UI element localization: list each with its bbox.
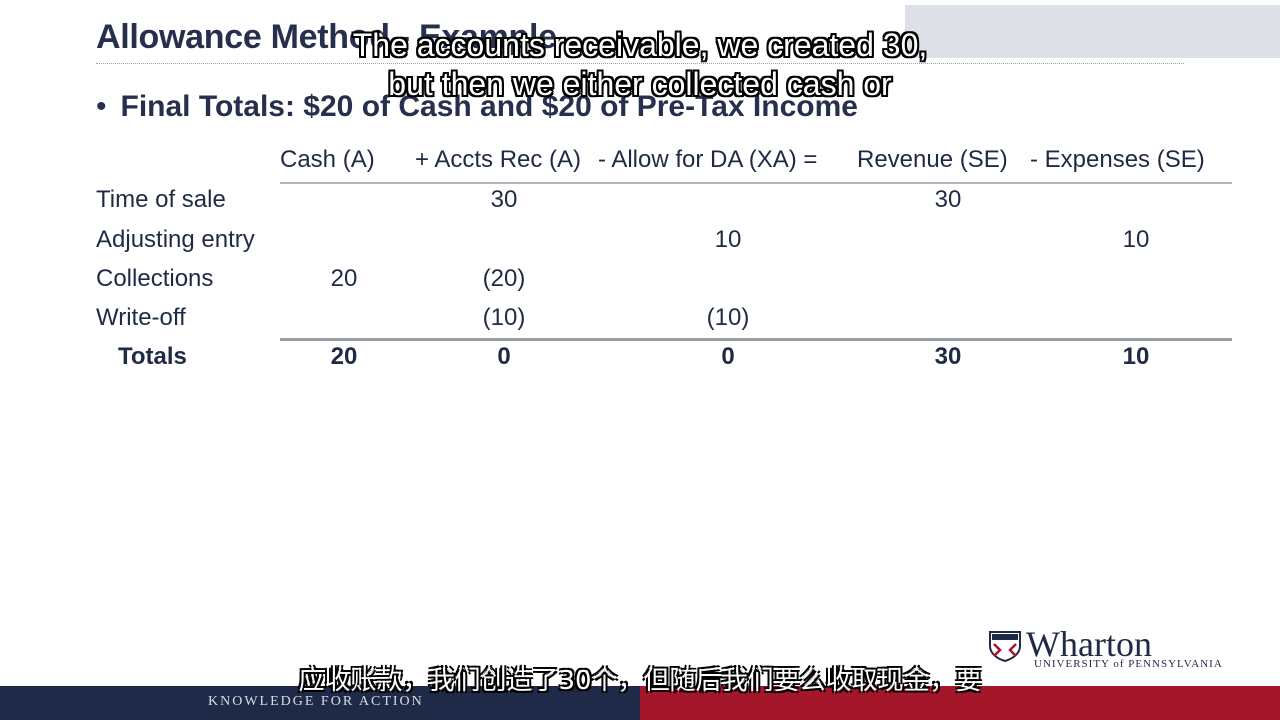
shield-icon <box>988 630 1022 662</box>
totals-divider <box>280 338 1232 341</box>
caption-chinese: 应收账款，我们创造了30个，但随后我们要么收取现金，要 <box>0 660 1280 697</box>
cell-adjusting-allowance: 10 <box>688 226 768 254</box>
header-allowance: - Allow for DA (XA) = <box>598 146 817 174</box>
row-label-collections: Collections <box>96 265 213 293</box>
cell-totals-accts-rec: 0 <box>464 343 544 371</box>
header-revenue: Revenue (SE) <box>857 146 1008 174</box>
header-expenses: - Expenses (SE) <box>1030 146 1205 174</box>
cell-write-off-allowance: (10) <box>688 304 768 332</box>
row-label-adjusting-entry: Adjusting entry <box>96 226 255 254</box>
cell-totals-allowance: 0 <box>688 343 768 371</box>
logo-wordmark: Wharton <box>1026 626 1152 662</box>
row-label-write-off: Write-off <box>96 304 186 332</box>
caption-english-line1: The accounts receivable, we created 30, <box>0 27 1280 64</box>
header-divider <box>280 182 1232 184</box>
cell-collections-cash: 20 <box>304 265 384 293</box>
cell-totals-expenses: 10 <box>1096 343 1176 371</box>
header-accts-rec: + Accts Rec (A) <box>415 146 581 174</box>
cell-time-of-sale-revenue: 30 <box>908 186 988 214</box>
row-label-time-of-sale: Time of sale <box>96 186 226 214</box>
cell-time-of-sale-accts-rec: 30 <box>464 186 544 214</box>
caption-english-line2: but then we either collected cash or <box>0 66 1280 103</box>
cell-totals-cash: 20 <box>304 343 384 371</box>
row-label-totals: Totals <box>118 343 187 371</box>
cell-totals-revenue: 30 <box>908 343 988 371</box>
header-cash: Cash (A) <box>280 146 375 174</box>
cell-write-off-accts-rec: (10) <box>464 304 544 332</box>
cell-collections-accts-rec: (20) <box>464 265 544 293</box>
cell-adjusting-expenses: 10 <box>1096 226 1176 254</box>
